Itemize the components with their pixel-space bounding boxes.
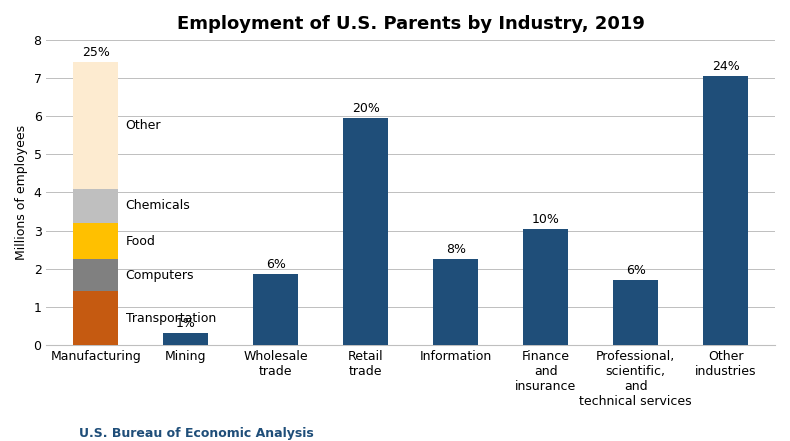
Text: Chemicals: Chemicals <box>126 199 190 212</box>
Text: Transportation: Transportation <box>126 312 216 325</box>
Bar <box>433 259 478 345</box>
Bar <box>164 333 209 345</box>
Text: 8%: 8% <box>446 243 465 256</box>
Bar <box>613 280 658 345</box>
Bar <box>73 62 118 189</box>
Y-axis label: Millions of employees: Millions of employees <box>15 125 28 260</box>
Text: 20%: 20% <box>352 102 380 115</box>
Text: Food: Food <box>126 235 156 247</box>
Text: 24%: 24% <box>712 60 739 73</box>
Text: 6%: 6% <box>266 258 286 271</box>
Text: 6%: 6% <box>626 264 645 277</box>
Bar <box>73 189 118 223</box>
Text: 1%: 1% <box>176 317 196 329</box>
Text: Other: Other <box>126 119 161 132</box>
Bar <box>523 228 568 345</box>
Text: Computers: Computers <box>126 269 194 282</box>
Bar <box>73 292 118 345</box>
Text: 25%: 25% <box>82 46 110 59</box>
Bar <box>703 76 748 345</box>
Bar <box>73 259 118 292</box>
Bar <box>73 223 118 259</box>
Text: U.S. Bureau of Economic Analysis: U.S. Bureau of Economic Analysis <box>79 426 314 440</box>
Bar <box>343 118 388 345</box>
Text: 10%: 10% <box>532 213 559 226</box>
Bar <box>254 274 299 345</box>
Title: Employment of U.S. Parents by Industry, 2019: Employment of U.S. Parents by Industry, … <box>177 15 645 33</box>
